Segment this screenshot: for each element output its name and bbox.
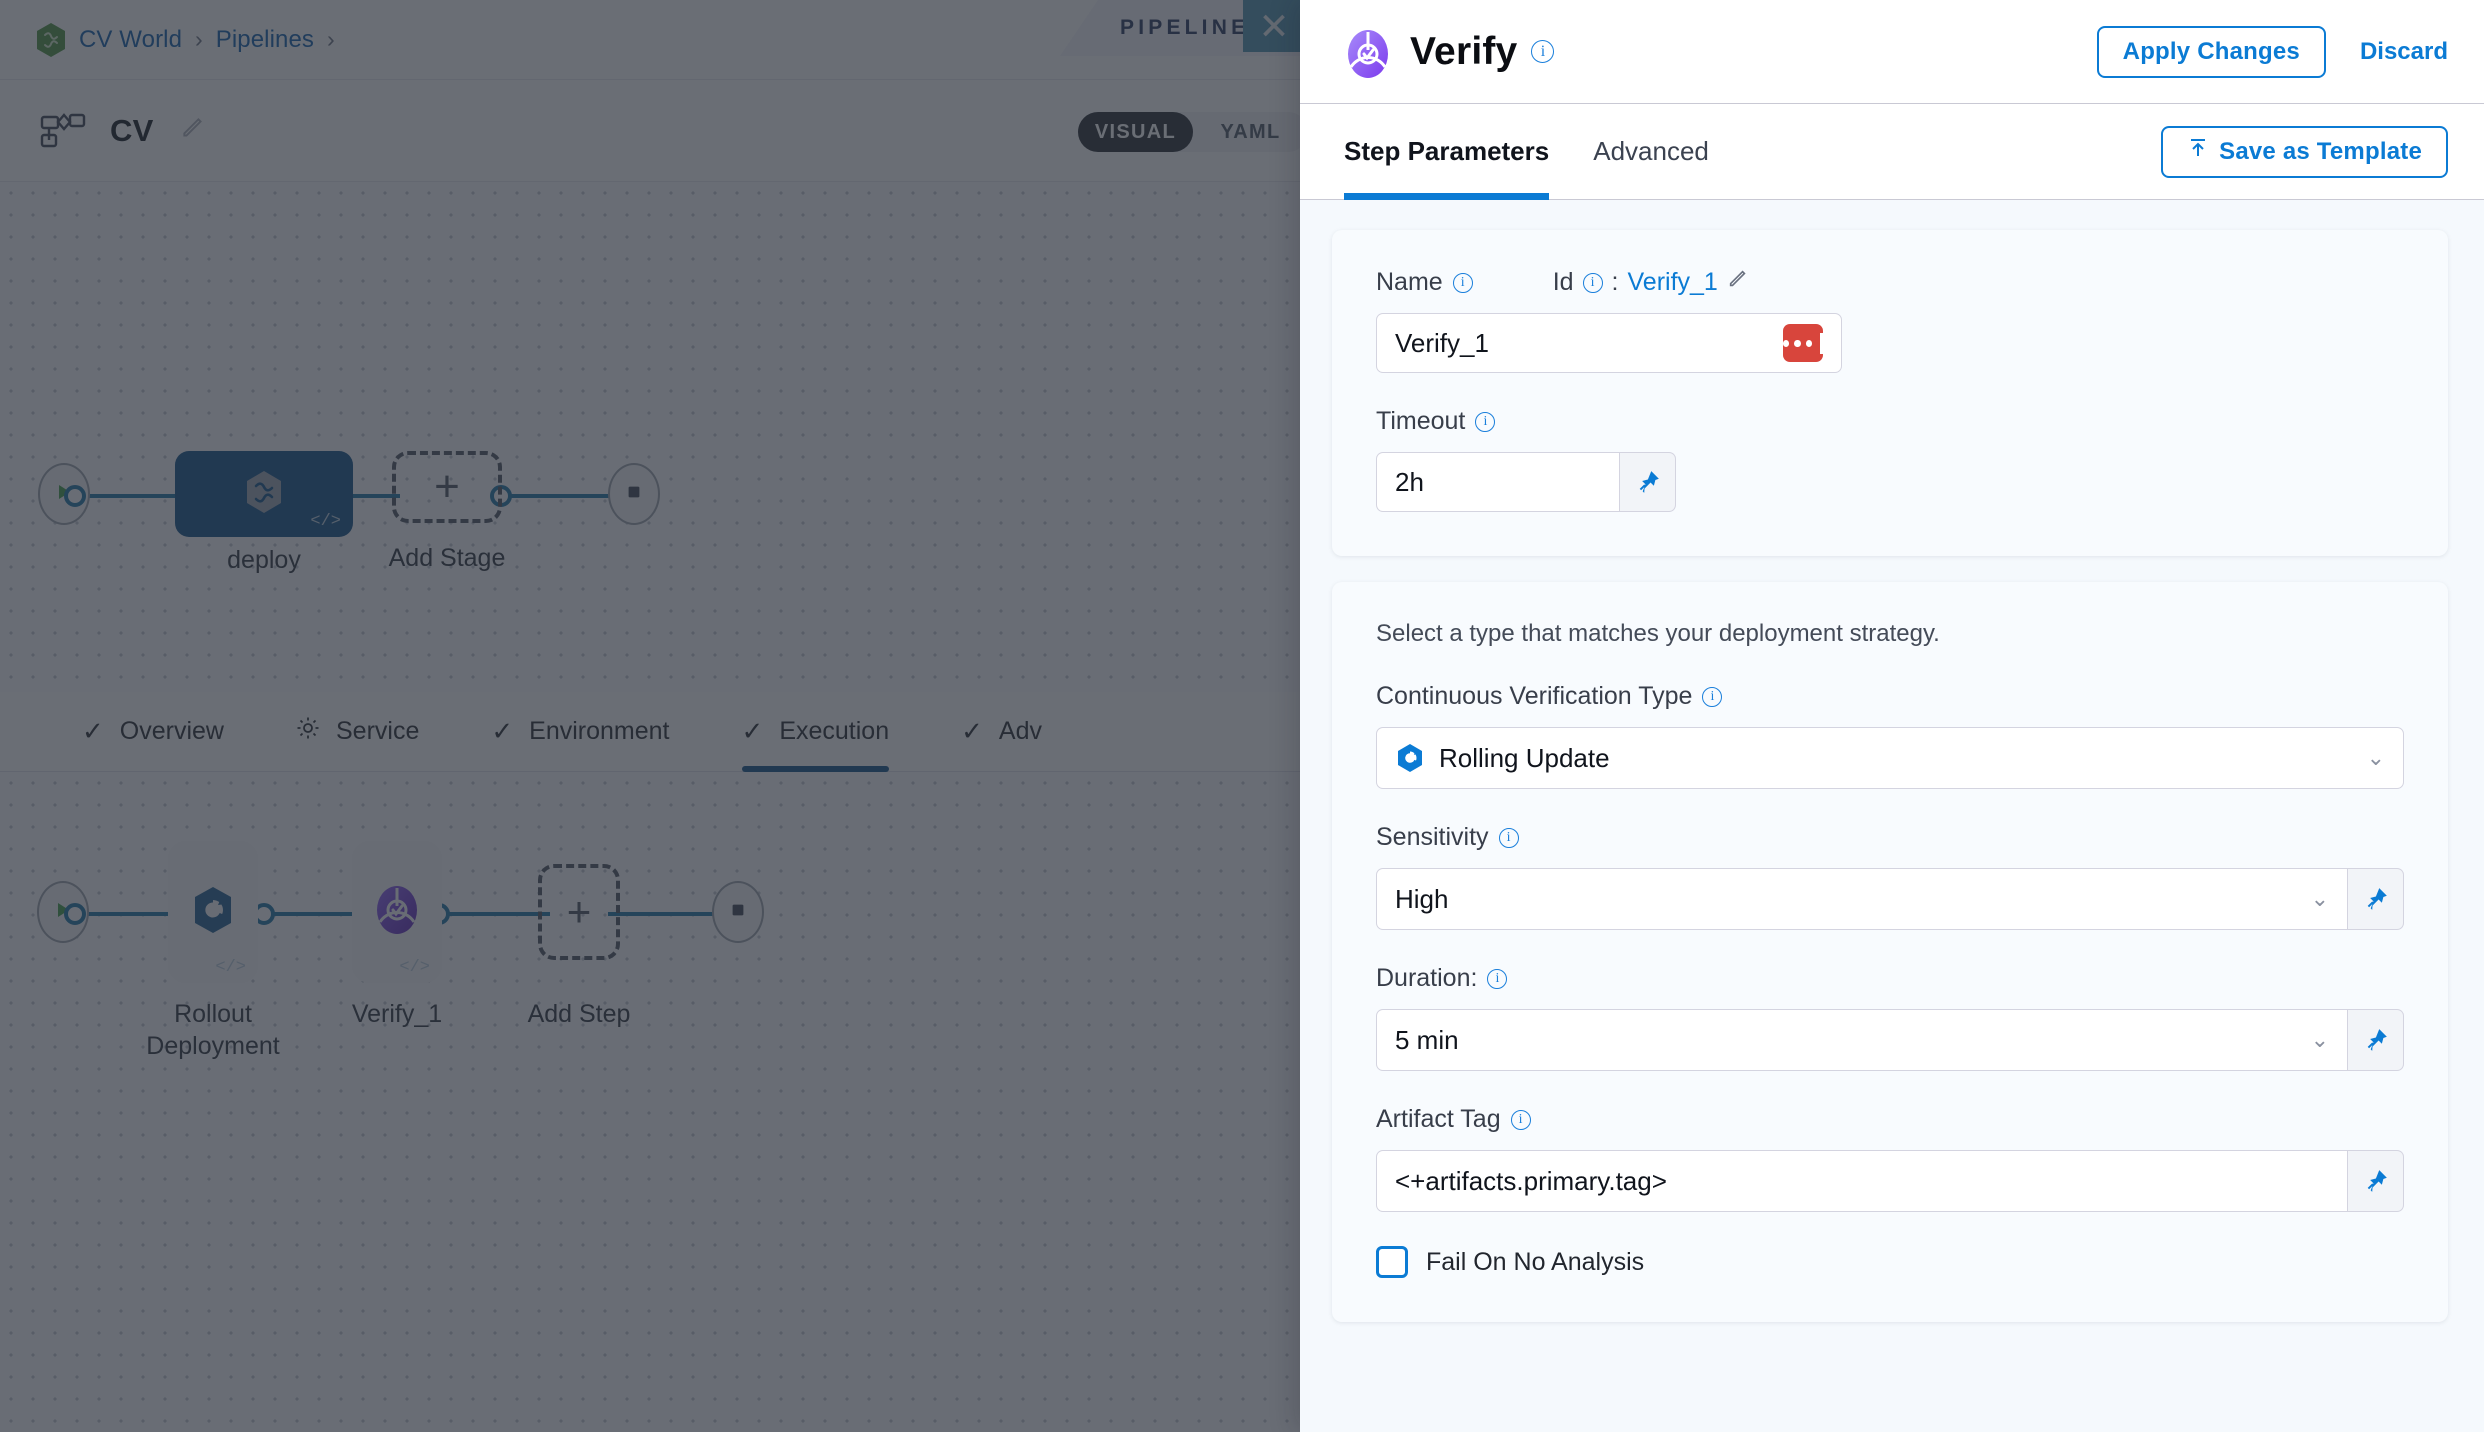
info-icon[interactable]: i <box>1498 827 1519 848</box>
fail-on-no-analysis-row[interactable]: Fail On No Analysis <box>1376 1246 2404 1278</box>
sensitivity-select[interactable]: High ⌄ <box>1376 868 2348 930</box>
chevron-down-icon[interactable]: ⌄ <box>2310 1027 2329 1052</box>
name-input[interactable]: Verify_1 <box>1376 313 1842 373</box>
duration-select[interactable]: 5 min ⌄ <box>1376 1009 2348 1071</box>
timeout-input[interactable]: 2h <box>1376 452 1620 512</box>
id-value: Verify_1 <box>1627 268 1718 296</box>
info-icon[interactable]: i <box>1510 1109 1531 1130</box>
id-label: Id <box>1552 268 1574 296</box>
timeout-input-value: 2h <box>1395 466 1424 497</box>
upload-icon <box>2187 137 2209 166</box>
cv-type-select[interactable]: Rolling Update ⌄ <box>1376 727 2404 789</box>
name-field-wrap[interactable]: Verify_1 <box>1376 313 1842 373</box>
artifact-tag-label: Artifact Tag i <box>1376 1105 2404 1134</box>
sensitivity-label: Sensitivity i <box>1376 823 2404 852</box>
pin-icon[interactable] <box>2348 1150 2404 1212</box>
pin-icon[interactable] <box>2348 1009 2404 1071</box>
step-config-drawer: Verify i Apply Changes Discard Step Para… <box>1300 0 2484 1432</box>
drawer-body[interactable]: Name i Id i : Verify_1 Veri <box>1300 200 2484 1432</box>
pin-icon[interactable] <box>2348 868 2404 930</box>
name-label: Name i <box>1376 268 1473 297</box>
fail-on-no-analysis-label: Fail On No Analysis <box>1426 1247 1645 1276</box>
drawer-title: Verify <box>1410 29 1518 73</box>
config-hint: Select a type that matches your deployme… <box>1376 620 1940 647</box>
save-as-template-button[interactable]: Save as Template <box>2161 125 2448 178</box>
artifact-tag-input[interactable]: <+artifacts.primary.tag> <box>1376 1150 2348 1212</box>
name-label-row: Name i Id i : Verify_1 <box>1376 268 2404 297</box>
info-icon[interactable]: i <box>1582 272 1603 293</box>
pencil-icon[interactable] <box>1727 268 1749 297</box>
info-icon[interactable]: i <box>1702 686 1723 707</box>
drawer-tab-bar[interactable]: Step Parameters Advanced Save as Templat… <box>1300 104 2484 200</box>
name-input-value: Verify_1 <box>1395 327 1489 358</box>
sensitivity-field-wrap[interactable]: High ⌄ <box>1376 868 2404 930</box>
pin-icon[interactable] <box>1620 452 1676 512</box>
chevron-down-icon[interactable]: ⌄ <box>2366 745 2385 770</box>
cv-type-value: Rolling Update <box>1439 742 1610 773</box>
sensitivity-value: High <box>1395 883 1449 914</box>
tab-step-parameters[interactable]: Step Parameters <box>1344 104 1550 200</box>
chevron-down-icon[interactable]: ⌄ <box>2310 886 2329 911</box>
info-icon[interactable]: i <box>1531 40 1555 63</box>
drawer-header: Verify i Apply Changes Discard <box>1300 0 2484 104</box>
rolling-update-icon <box>1395 743 1425 773</box>
apply-changes-button[interactable]: Apply Changes <box>2096 25 2326 78</box>
runtime-input-icon[interactable] <box>1783 324 1824 362</box>
fail-on-no-analysis-checkbox[interactable] <box>1376 1246 1408 1278</box>
info-icon[interactable]: i <box>1487 968 1508 989</box>
timeout-field-wrap[interactable]: 2h <box>1376 452 1676 512</box>
id-separator: : <box>1611 268 1619 296</box>
verification-config-card: Select a type that matches your deployme… <box>1332 582 2448 1322</box>
save-as-template-label: Save as Template <box>2219 137 2422 165</box>
artifact-tag-value: <+artifacts.primary.tag> <box>1395 1165 1667 1196</box>
artifact-tag-field-wrap[interactable]: <+artifacts.primary.tag> <box>1376 1150 2404 1212</box>
duration-field-wrap[interactable]: 5 min ⌄ <box>1376 1009 2404 1071</box>
step-id-row: Id i : Verify_1 <box>1553 268 1749 297</box>
name-timeout-card: Name i Id i : Verify_1 Veri <box>1332 230 2448 556</box>
cv-type-label: Continuous Verification Type i <box>1376 682 2404 711</box>
info-icon[interactable]: i <box>1475 411 1496 432</box>
timeout-label: Timeout i <box>1376 407 2404 436</box>
cv-type-field-wrap[interactable]: Rolling Update ⌄ <box>1376 727 2404 789</box>
tab-advanced[interactable]: Advanced <box>1593 136 1709 166</box>
verify-icon <box>1344 28 1392 78</box>
discard-button[interactable]: Discard <box>2359 37 2448 65</box>
duration-label: Duration: i <box>1376 964 2404 993</box>
duration-value: 5 min <box>1395 1024 1459 1055</box>
info-icon[interactable]: i <box>1452 272 1473 293</box>
apply-changes-label: Apply Changes <box>2122 37 2300 65</box>
